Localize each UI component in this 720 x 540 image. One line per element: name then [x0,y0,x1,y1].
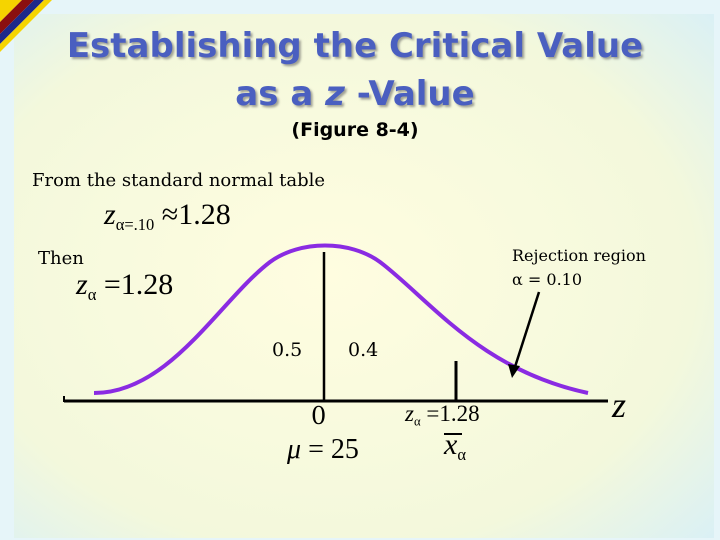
crit-z-subscript: α [413,414,421,429]
critical-z-label: zα =1.28 [405,401,480,429]
alpha-value-label: α = 0.10 [512,270,583,289]
z-axis-label: z [612,384,626,426]
normal-curve [93,243,589,395]
equation-critical-z: zα =1.28 [76,268,173,305]
title-line-2-suffix: -Value [344,74,475,114]
subtitle: (Figure 8-4) [291,119,419,141]
title-line-1: Establishing the Critical Value [66,26,644,66]
rejection-arrow-head [508,364,520,378]
slide-panel [14,14,714,538]
mean-relation: = [308,434,324,465]
eq1-subscript: α=.10 [115,214,155,234]
eq1-value: 1.28 [178,198,231,231]
area-left-label: 0.5 [272,339,303,361]
corner-stripes [0,0,52,52]
eq1-var: z [104,198,116,231]
eq2-value: 1.28 [120,268,174,301]
zero-label: 0 [311,402,327,430]
z-axis-var: z [612,385,627,425]
eq2-var: z [76,268,88,301]
eq1-relation: ≈ [161,198,179,231]
eq2-relation: = [103,268,121,301]
crit-z-var: z [405,401,414,426]
title-line-2-prefix: as a [235,74,326,114]
from-table-text: From the standard normal table [32,170,326,191]
crit-z-value: 1.28 [439,401,480,426]
equation-table-lookup: zα=.10 ≈1.28 [104,198,231,235]
eq2-subscript: α [87,284,97,304]
crit-x-subscript: α [457,444,466,464]
mean-value: 25 [330,434,359,465]
critical-x-label: xα [444,428,466,465]
then-text: Then [38,248,84,269]
title-z-variable: z [325,74,345,114]
area-right-label: 0.4 [348,339,379,361]
title-line-2: as a z -Value [0,74,710,114]
crit-x-var: x [444,428,458,461]
rejection-arrow-line [512,291,541,371]
x-bar-overline [444,433,462,435]
mean-var: μ [287,434,302,465]
crit-z-relation: = [426,401,440,426]
rejection-region-label: Rejection region [512,246,646,265]
mean-label: μ = 25 [287,434,359,466]
